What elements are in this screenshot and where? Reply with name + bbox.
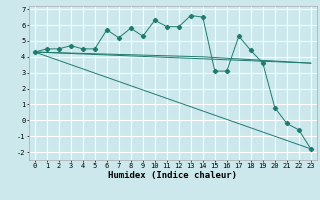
X-axis label: Humidex (Indice chaleur): Humidex (Indice chaleur)	[108, 171, 237, 180]
